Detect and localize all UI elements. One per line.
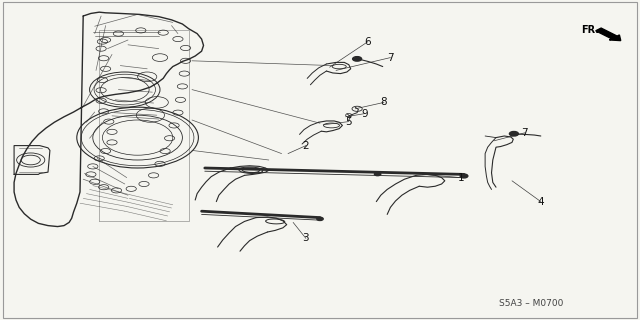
Text: 7: 7: [387, 52, 394, 63]
Text: 2: 2: [303, 140, 309, 151]
Text: 5: 5: [346, 116, 352, 127]
Text: 7: 7: [522, 128, 528, 138]
Text: S5A3 – M0700: S5A3 – M0700: [499, 299, 563, 308]
Text: 9: 9: [362, 108, 368, 119]
Circle shape: [460, 174, 468, 178]
Text: FR.: FR.: [581, 25, 599, 35]
Circle shape: [374, 172, 381, 176]
FancyArrow shape: [596, 28, 621, 41]
Text: 1: 1: [458, 172, 464, 183]
Circle shape: [317, 217, 323, 220]
Text: 4: 4: [538, 196, 544, 207]
FancyBboxPatch shape: [3, 2, 637, 318]
Text: 6: 6: [365, 36, 371, 47]
Circle shape: [509, 132, 518, 136]
Text: 8: 8: [381, 97, 387, 108]
Circle shape: [353, 57, 362, 61]
Text: 3: 3: [303, 233, 309, 244]
